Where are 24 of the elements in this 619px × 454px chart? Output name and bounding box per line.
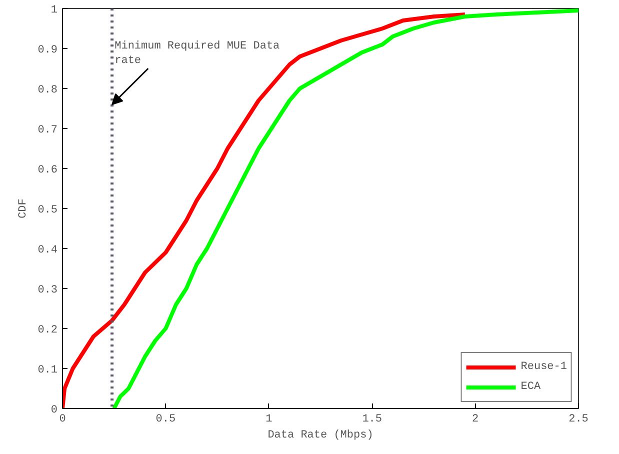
x-tick-label: 1 [266, 414, 273, 426]
y-tick-label: 0.4 [38, 244, 58, 256]
y-tick-label: 0.3 [38, 284, 58, 296]
x-tick-label: 1.5 [362, 414, 382, 426]
y-tick-label: 0.1 [38, 364, 58, 376]
y-tick-label: 0.8 [38, 84, 58, 96]
y-tick-label: 0.2 [38, 324, 58, 336]
annotation: Minimum Required MUE Data rate [114, 40, 280, 67]
x-tick-label: 2 [472, 414, 479, 426]
y-tick-label: 0.7 [38, 124, 58, 136]
y-tick-label: 0 [50, 404, 58, 416]
y-tick-label: 1 [50, 4, 58, 16]
x-tick-label: 0.5 [156, 414, 176, 426]
x-axis-title: Data Rate (Mbps) [268, 430, 374, 442]
legend-label: ECA [520, 381, 541, 393]
y-tick-label: 0.6 [38, 164, 58, 176]
x-tick-label: 2.5 [568, 414, 588, 426]
legend-label: Reuse-1 [520, 361, 567, 373]
x-tick-label: 0 [59, 414, 66, 426]
line-series [62, 12, 467, 408]
y-tick-label: 0.5 [38, 204, 58, 216]
line-series [112, 8, 578, 408]
y-axis-title: CDF [18, 198, 30, 218]
y-tick-label: 0.9 [38, 44, 58, 56]
